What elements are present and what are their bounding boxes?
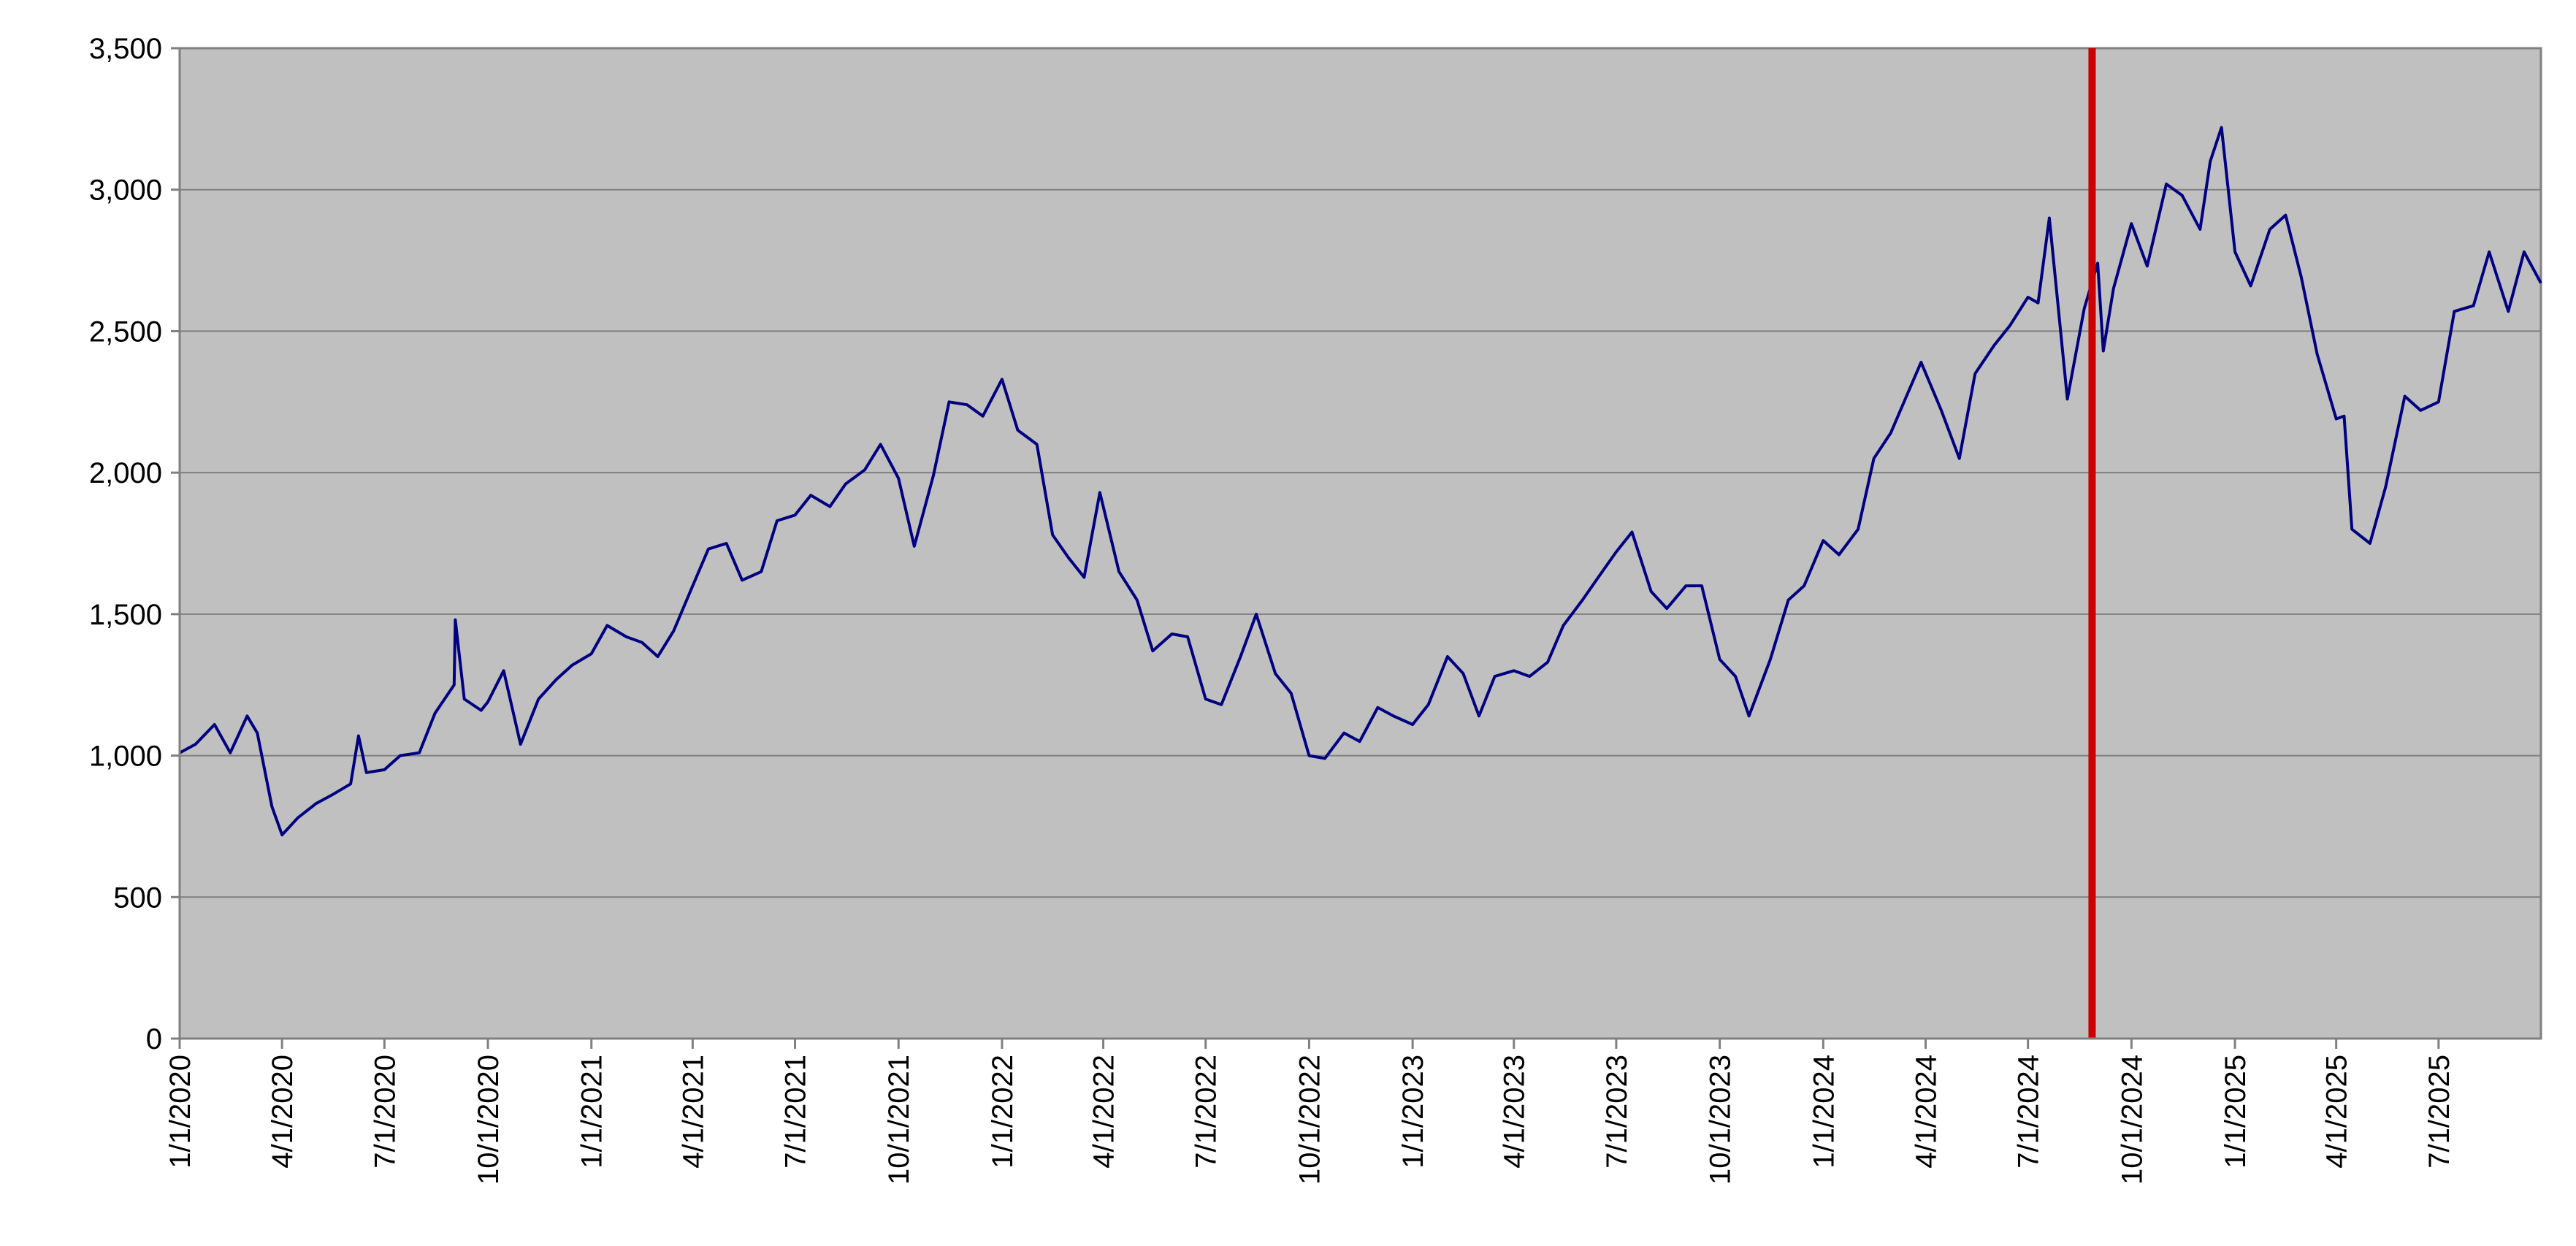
x-tick-label: 10/1/2021 (883, 1055, 915, 1185)
y-tick-label: 500 (113, 882, 162, 914)
x-tick-label: 7/1/2021 (780, 1055, 812, 1169)
x-tick-label: 1/1/2023 (1397, 1055, 1429, 1169)
x-tick-label: 10/1/2024 (2116, 1055, 2148, 1185)
x-tick-label: 10/1/2022 (1293, 1055, 1326, 1185)
series-line (179, 126, 2542, 837)
y-tick-label: 3,000 (89, 175, 162, 207)
x-tick-label: 4/1/2025 (2321, 1055, 2353, 1169)
plot-area (178, 47, 2542, 1040)
x-tick-label: 7/1/2020 (369, 1055, 401, 1169)
x-tick-label: 7/1/2022 (1190, 1055, 1223, 1169)
x-tick-label: 1/1/2020 (164, 1055, 196, 1169)
x-tick-label: 7/1/2023 (1601, 1055, 1633, 1169)
x-tick-label: 10/1/2023 (1705, 1055, 1737, 1185)
x-tick-label: 1/1/2022 (987, 1055, 1019, 1169)
y-tick-label: 2,000 (89, 457, 162, 489)
x-tick-label: 7/1/2024 (2013, 1055, 2045, 1169)
x-tick-label: 4/1/2024 (1910, 1055, 1942, 1169)
y-tick-label: 0 (146, 1023, 162, 1055)
x-tick-label: 4/1/2022 (1088, 1055, 1120, 1169)
y-tick-label: 1,000 (89, 741, 162, 773)
y-axis: 0 500 1,000 1,500 2,000 2,500 3,000 3,500 (89, 33, 180, 1055)
gridlines (180, 188, 2541, 898)
x-axis: 1/1/2020 4/1/2020 7/1/2020 10/1/2020 1/1/202… (164, 1039, 2455, 1185)
y-tick-label: 2,500 (89, 316, 162, 348)
x-tick-label: 1/1/2024 (1808, 1055, 1840, 1169)
x-tick-label: 1/1/2025 (2220, 1055, 2252, 1169)
x-tick-label: 10/1/2020 (473, 1055, 505, 1185)
x-tick-label: 4/1/2021 (677, 1055, 709, 1169)
y-tick-label: 1,500 (89, 599, 162, 631)
x-tick-label: 1/1/2021 (576, 1055, 608, 1169)
x-tick-label: 7/1/2025 (2423, 1055, 2455, 1169)
x-tick-label: 4/1/2023 (1499, 1055, 1531, 1169)
y-tick-label: 3,500 (89, 33, 162, 65)
x-tick-label: 4/1/2020 (267, 1055, 299, 1169)
